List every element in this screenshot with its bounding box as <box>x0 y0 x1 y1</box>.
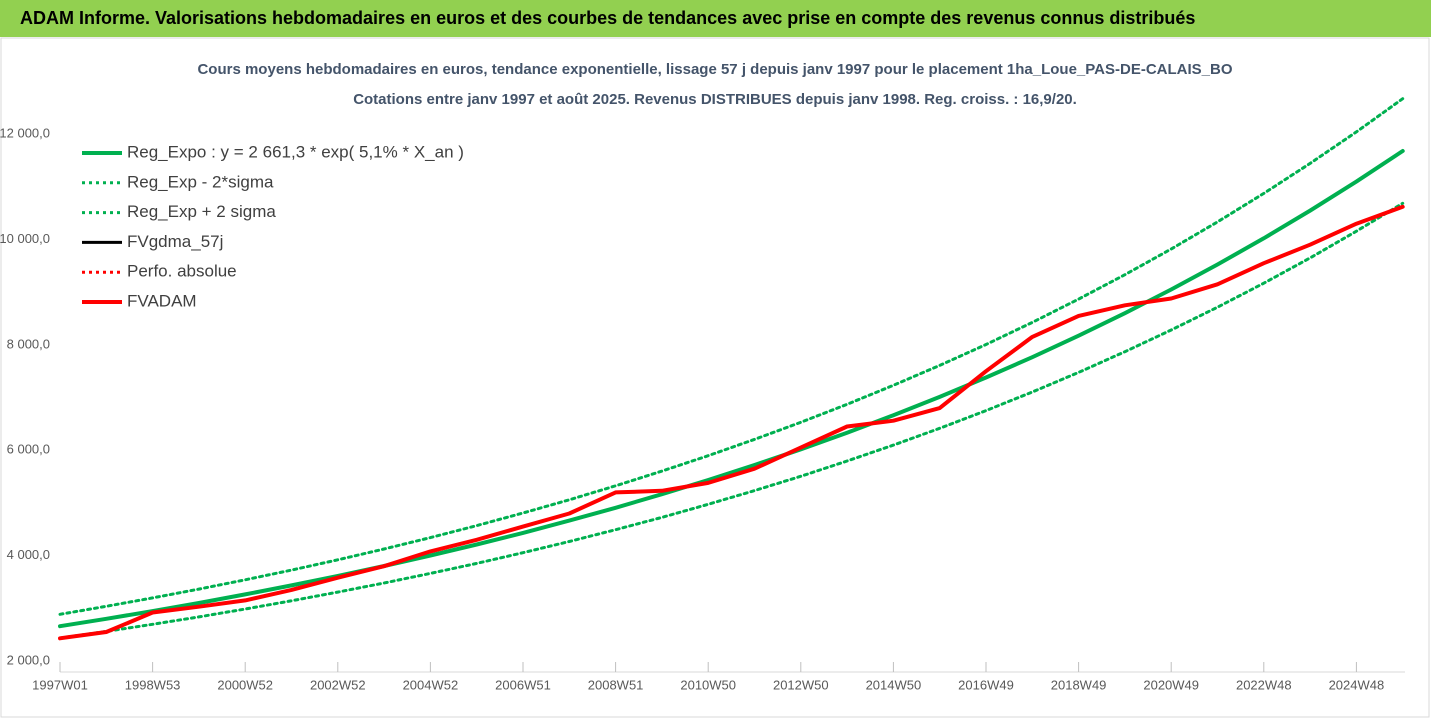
y-tick-label: 2 000,0 <box>7 652 50 667</box>
legend-label: FVADAM <box>127 291 197 310</box>
x-tick-label: 2008W51 <box>588 677 644 692</box>
x-tick-label: 2012W50 <box>773 677 829 692</box>
series-line <box>58 97 1405 616</box>
x-tick-label: 2022W48 <box>1236 677 1292 692</box>
series-line <box>58 204 1405 641</box>
x-tick-label: 1997W01 <box>32 677 88 692</box>
x-tick-label: 2024W48 <box>1329 677 1385 692</box>
x-tick-label: 2014W50 <box>866 677 922 692</box>
header-bar <box>0 0 1431 37</box>
chart-frame <box>0 37 1430 718</box>
y-tick-label: 10 000,0 <box>0 231 50 246</box>
header-title: ADAM Informe. Valorisations hebdomadaire… <box>20 8 1195 28</box>
legend-label: Perfo. absolue <box>127 262 237 281</box>
legend-label: Reg_Exp - 2*sigma <box>127 172 274 191</box>
y-tick-label: 12 000,0 <box>0 126 50 141</box>
legend-label: Reg_Expo : y = 2 661,3 * exp( 5,1% * X_a… <box>127 142 464 161</box>
y-tick-label: 8 000,0 <box>7 336 50 351</box>
series-line <box>58 149 1405 629</box>
x-tick-label: 2004W52 <box>403 677 459 692</box>
legend-label: FVgdma_57j <box>127 232 223 251</box>
chart-title: Cours moyens hebdomadaires en euros, ten… <box>197 61 1232 78</box>
chart-subtitle: Cotations entre janv 1997 et août 2025. … <box>353 91 1077 108</box>
x-tick-label: 2002W52 <box>310 677 366 692</box>
x-tick-label: 2000W52 <box>217 677 273 692</box>
legend-label: Reg_Exp + 2 sigma <box>127 202 276 221</box>
series-line <box>58 201 1405 640</box>
x-tick-label: 2016W49 <box>958 677 1014 692</box>
x-tick-label: 2006W51 <box>495 677 551 692</box>
y-tick-label: 4 000,0 <box>7 547 50 562</box>
x-tick-label: 1998W53 <box>125 677 181 692</box>
y-tick-label: 6 000,0 <box>7 442 50 457</box>
x-tick-label: 2020W49 <box>1143 677 1199 692</box>
x-tick-label: 2018W49 <box>1051 677 1107 692</box>
x-tick-label: 2010W50 <box>680 677 736 692</box>
